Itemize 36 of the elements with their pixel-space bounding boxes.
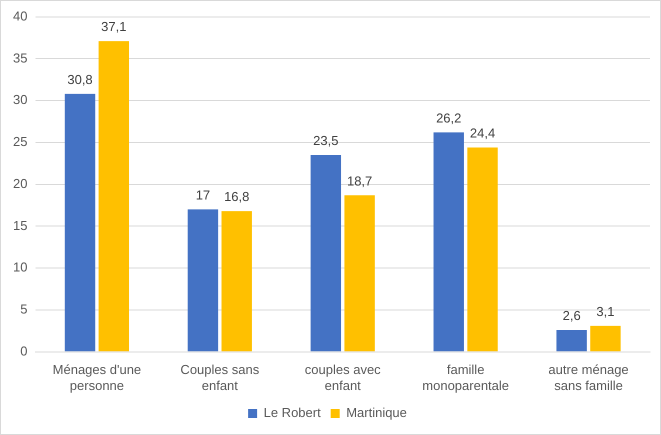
data-label: 30,8 bbox=[67, 72, 93, 87]
legend-label: Le Robert bbox=[264, 405, 322, 420]
bar bbox=[344, 195, 375, 352]
y-tick-label: 20 bbox=[12, 176, 28, 191]
x-tick-label: Couples sans enfant bbox=[180, 362, 260, 393]
x-tick-label: Ménages d'une personne bbox=[52, 362, 142, 393]
data-label: 23,5 bbox=[313, 133, 338, 148]
y-tick-label: 5 bbox=[20, 302, 28, 317]
data-label: 37,1 bbox=[101, 19, 126, 34]
bar bbox=[467, 147, 498, 352]
bar bbox=[98, 41, 130, 352]
bar bbox=[222, 211, 252, 352]
data-label: 16,8 bbox=[224, 189, 250, 204]
y-tick-label: 10 bbox=[12, 260, 28, 275]
x-tick-label: autre ménage sans famille bbox=[548, 362, 629, 393]
x-tick-label: couples avec enfant bbox=[304, 362, 382, 393]
data-label: 26,2 bbox=[436, 110, 462, 126]
y-tick-label: 0 bbox=[20, 343, 28, 358]
data-label: 2,6 bbox=[562, 308, 581, 324]
bar bbox=[64, 94, 96, 352]
x-tick-label: famille monoparentale bbox=[422, 362, 510, 393]
data-label: 24,4 bbox=[470, 126, 496, 141]
data-label: 17 bbox=[196, 188, 210, 203]
bar bbox=[310, 154, 342, 352]
y-tick-label: 15 bbox=[12, 218, 28, 233]
data-label: 18,7 bbox=[346, 173, 372, 188]
bar bbox=[556, 330, 587, 352]
y-tick-label: 25 bbox=[12, 134, 28, 150]
legend-label: Martinique bbox=[346, 405, 407, 420]
y-tick-label: 30 bbox=[12, 92, 28, 108]
bar bbox=[434, 132, 464, 352]
bar bbox=[188, 209, 218, 352]
y-tick-label: 40 bbox=[12, 8, 28, 24]
bar bbox=[590, 326, 621, 352]
y-tick-label: 35 bbox=[12, 50, 28, 66]
data-label: 3,1 bbox=[596, 304, 614, 319]
